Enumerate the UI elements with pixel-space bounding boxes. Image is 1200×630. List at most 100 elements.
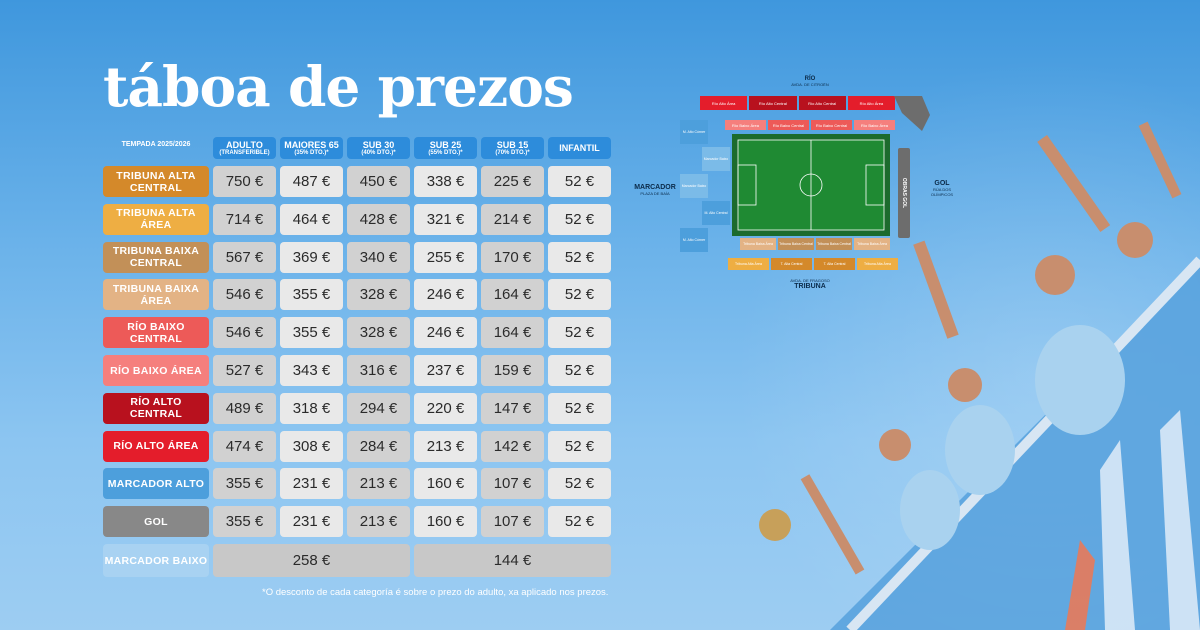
column-header-sub: (70% DTO.)* <box>495 149 530 156</box>
price-cell: 338 € <box>414 166 477 197</box>
column-header: INFANTIL <box>548 137 611 159</box>
column-header: MAIORES 65 (35% DTO.)* <box>280 137 343 159</box>
stadium-section: M. Alto Central <box>702 201 730 225</box>
stadium-section: Río Alto Área <box>847 96 895 110</box>
price-cell: 474 € <box>213 430 276 462</box>
price-cell: 160 € <box>414 468 477 500</box>
price-cell: 369 € <box>280 241 343 273</box>
stadium-section: Tribuna Baixa Área <box>854 238 890 250</box>
price-cell: 284 € <box>347 430 410 462</box>
stadium-section: Marcador Baixo <box>680 174 708 198</box>
price-cell: 52 € <box>548 241 611 273</box>
price-cell: 428 € <box>347 203 410 235</box>
map-label-gol: GOL RÚA DOS OLÍMPICOS <box>922 180 962 197</box>
price-cell: 52 € <box>548 392 611 424</box>
price-cell: 231 € <box>280 468 343 500</box>
price-cell: 164 € <box>481 317 544 349</box>
category-label: TRIBUNA ALTA ÁREA <box>103 203 209 235</box>
price-cell: 213 € <box>347 468 410 500</box>
season-header: TEMPADA 2025/2026 <box>121 141 191 148</box>
price-cell: 316 € <box>347 355 410 386</box>
category-label: RÍO BAIXO CENTRAL <box>103 317 209 349</box>
column-header-label: ADULTO <box>226 139 263 150</box>
price-cell: 246 € <box>414 279 477 311</box>
price-cell: 213 € <box>414 430 477 462</box>
column-header-label: SUB 25 <box>429 139 462 150</box>
map-label-rio: RÍO AVDA. DE CITROËN <box>775 76 845 87</box>
price-cell: 328 € <box>347 317 410 349</box>
price-cell: 237 € <box>414 355 477 386</box>
stadium-section: Río Baixo Área <box>854 120 895 130</box>
price-cell-wide: 144 € <box>414 544 611 577</box>
footnote: *O desconto de cada categoría é sobre o … <box>262 587 609 598</box>
price-cell: 450 € <box>347 166 410 197</box>
price-cell: 52 € <box>548 468 611 500</box>
price-cell: 355 € <box>213 468 276 500</box>
price-cell: 567 € <box>213 241 276 273</box>
marcador-label: MARCADOR <box>634 184 676 191</box>
column-header-label: SUB 30 <box>362 139 395 150</box>
price-cell: 255 € <box>414 241 477 273</box>
stadium-section: Tribuna Baixa Central <box>816 238 852 250</box>
category-label: MARCADOR ALTO <box>103 468 209 500</box>
price-cell: 164 € <box>481 279 544 311</box>
price-cell: 52 € <box>548 506 611 538</box>
stadium-section: Río Baixo Central <box>768 120 809 130</box>
stadium-section: Tribuna Alta Área <box>857 258 898 270</box>
column-header: SUB 25 (55% DTO.)* <box>414 137 477 159</box>
stadium-section: Marcador Baixo <box>702 147 730 171</box>
price-cell: 355 € <box>280 317 343 349</box>
price-cell: 294 € <box>347 392 410 424</box>
category-label: TRIBUNA BAIXA ÁREA <box>103 279 209 311</box>
column-header-sub: (40% DTO.)* <box>361 149 396 156</box>
column-header: SUB 15 (70% DTO.)* <box>481 137 544 159</box>
column-header-sub: (55% DTO.)* <box>428 149 463 156</box>
price-cell: 52 € <box>548 355 611 386</box>
price-cell: 487 € <box>280 166 343 197</box>
price-cell: 220 € <box>414 392 477 424</box>
price-cell: 246 € <box>414 317 477 349</box>
price-cell: 225 € <box>481 166 544 197</box>
price-cell: 318 € <box>280 392 343 424</box>
stadium-section: Río Baixo Central <box>811 120 852 130</box>
price-cell: 714 € <box>213 203 276 235</box>
price-cell: 52 € <box>548 317 611 349</box>
stadium-section: T. Alta Central <box>771 258 812 270</box>
price-cell: 355 € <box>280 279 343 311</box>
column-header-sub: (35% DTO.)* <box>294 149 329 156</box>
gol-label: GOL <box>934 180 950 187</box>
price-cell: 160 € <box>414 506 477 538</box>
stadium-section: Río Alto Central <box>798 96 846 110</box>
column-header: SUB 30 (40% DTO.)* <box>347 137 410 159</box>
price-cell: 343 € <box>280 355 343 386</box>
price-cell: 355 € <box>213 506 276 538</box>
column-header-label: MAIORES 65 <box>284 139 339 150</box>
price-cell: 464 € <box>280 203 343 235</box>
stadium-section: T. Alta Central <box>814 258 855 270</box>
column-header-label: INFANTIL <box>559 143 600 153</box>
price-cell: 147 € <box>481 392 544 424</box>
price-cell: 52 € <box>548 279 611 311</box>
category-label: RÍO ALTO ÁREA <box>103 430 209 462</box>
price-cell: 340 € <box>347 241 410 273</box>
price-cell: 107 € <box>481 468 544 500</box>
rio-sub-label: AVDA. DE CITROËN <box>791 82 829 87</box>
fans-illustration <box>759 121 1200 630</box>
category-label: RÍO ALTO CENTRAL <box>103 392 209 424</box>
stadium-section: Río Baixo Área <box>725 120 766 130</box>
tribuna-sub-label: AVDA. DE FRAGOSO <box>790 278 830 283</box>
stadium-section: M. Alto Córner <box>680 120 708 144</box>
column-header-label: SUB 15 <box>496 139 529 150</box>
stadium-section: Río Alto Área <box>700 96 748 110</box>
map-label-marcador: MARCADOR PLAZA DE BAÍA <box>628 184 682 196</box>
price-cell: 527 € <box>213 355 276 386</box>
price-cell: 142 € <box>481 430 544 462</box>
price-cell: 159 € <box>481 355 544 386</box>
gol-sub-label: RÚA DOS OLÍMPICOS <box>930 187 954 197</box>
price-cell: 107 € <box>481 506 544 538</box>
price-cell: 52 € <box>548 430 611 462</box>
page-title: táboa de prezos <box>103 54 574 119</box>
obras-gol-label: OBRAS GOL <box>901 177 907 209</box>
category-label: RÍO BAIXO ÁREA <box>103 355 209 386</box>
price-cell: 328 € <box>347 279 410 311</box>
